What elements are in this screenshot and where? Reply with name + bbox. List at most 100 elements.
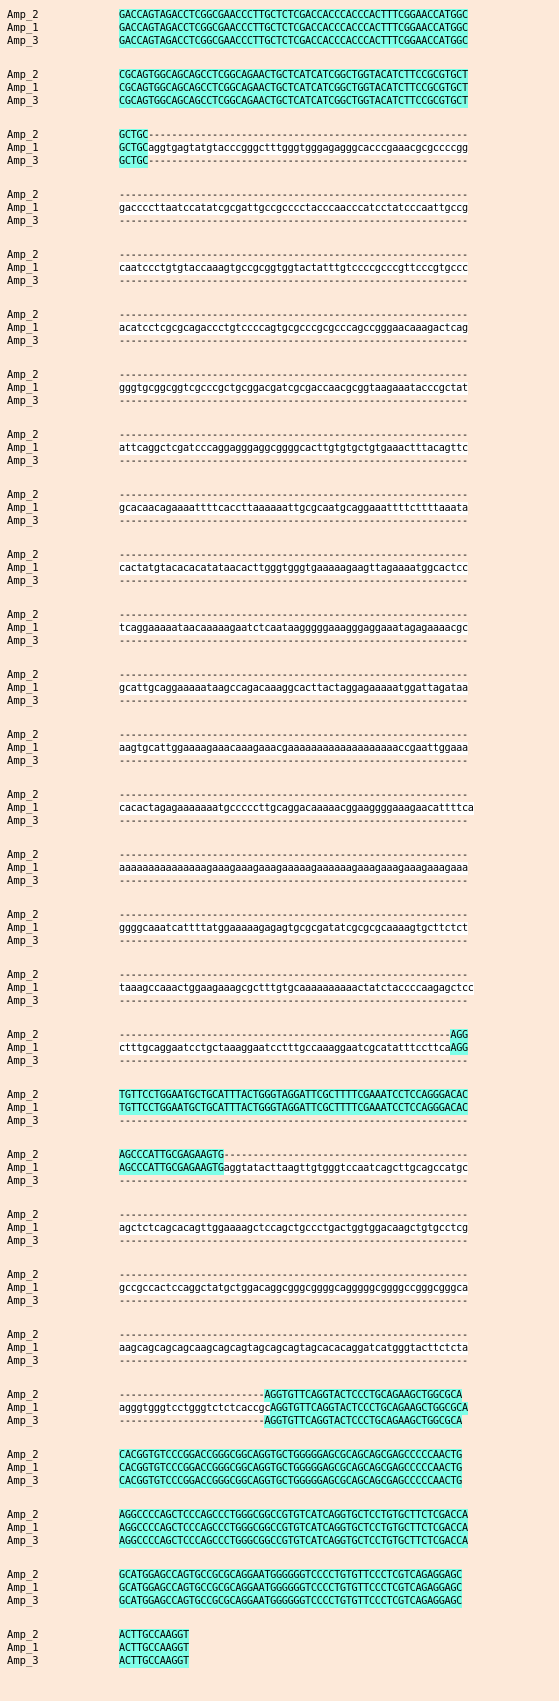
- alignment-block: Amp_2 -----------------------------------…: [0, 429, 559, 489]
- alignment-row: Amp_3 CGCAGTGGCAGCAGCCTCGGCAGAACTGCTCATCA…: [0, 95, 559, 108]
- alignment-row: Amp_3 -----------------------------------…: [0, 575, 559, 588]
- alignment-row: Amp_3 -----------------------------------…: [0, 1295, 559, 1308]
- gap-segment: ----------------------------------------…: [119, 636, 468, 647]
- sequence-name: Amp_2: [7, 1269, 39, 1281]
- sequence-line: ----------------------------------------…: [119, 335, 539, 348]
- unaligned-segment: cactatgtacacacatataacacttgggtgggtgaaaaag…: [119, 562, 468, 575]
- conserved-segment: TGTTCCTGGAATGCTGCATTTACTGGGTAGGATTCGCTTT…: [119, 1102, 468, 1115]
- gap-segment: ----------------------------------------…: [119, 336, 468, 347]
- alignment-block: Amp_2 -----------------------------------…: [0, 369, 559, 429]
- sequence-line: ----------------------------------------…: [119, 789, 539, 802]
- sequence-name: Amp_3: [7, 995, 39, 1007]
- gap-segment: ----------------------------------------…: [148, 156, 468, 167]
- sequence-line: aaaaaaaaaaaaaaagaaagaaagaaagaaaaagaaaaaa…: [119, 862, 539, 875]
- sequence-name: Amp_1: [7, 562, 39, 574]
- sequence-line: ----------------------------------------…: [119, 1355, 539, 1368]
- sequence-line: ----------------------------------------…: [119, 1235, 539, 1248]
- sequence-name: Amp_1: [7, 622, 39, 634]
- unaligned-segment: gccgccactccaggctatgctggacaggcgggcggggcag…: [119, 1282, 468, 1295]
- sequence-name: Amp_1: [7, 862, 39, 874]
- sequence-line: ----------------------------------------…: [119, 189, 539, 202]
- gap-segment: ----------------------------------------…: [119, 516, 468, 527]
- gap-segment: ----------------------------------------…: [223, 1150, 468, 1161]
- alignment-row: Amp_3 -----------------------------------…: [0, 1055, 559, 1068]
- sequence-name: Amp_3: [7, 1415, 39, 1427]
- alignment-row: Amp_1 gccgccactccaggctatgctggacaggcgggcgg…: [0, 1282, 559, 1295]
- unaligned-segment: aggtgagtatgtacccgggctttgggtgggagagggcacc…: [148, 142, 468, 155]
- alignment-row: Amp_2 CACGGTGTCCCGGACCGGGCGGCAGGTGCTGGGGG…: [0, 1449, 559, 1462]
- alignment-row: Amp_2 AGCCCATTGCGAGAAGTG -----------------…: [0, 1149, 559, 1162]
- sequence-name: Amp_2: [7, 1449, 39, 1461]
- alignment-block: Amp_2 CACGGTGTCCCGGACCGGGCGGCAGGTGCTGGGGG…: [0, 1449, 559, 1509]
- alignment-block: Amp_2 -----------------------------------…: [0, 1329, 559, 1389]
- sequence-name: Amp_1: [7, 322, 39, 334]
- sequence-line: GACCAGTAGACCTCGGCGAACCCTTGCTCTCGACCACCCA…: [119, 9, 539, 22]
- sequence-line: gccgccactccaggctatgctggacaggcgggcggggcag…: [119, 1282, 539, 1295]
- alignment-row: Amp_3 -----------------------------------…: [0, 275, 559, 288]
- sequence-name: Amp_2: [7, 1209, 39, 1221]
- sequence-name: Amp_3: [7, 155, 39, 167]
- unaligned-segment: gaccccttaatccatatcgcgattgccgcccctacccaac…: [119, 202, 468, 215]
- gap-segment: ----------------------------------------…: [119, 910, 468, 921]
- alignment-row: Amp_3 GCATGGAGCCAGTGCCGCGCAGGAATGGGGGGTCC…: [0, 1595, 559, 1608]
- gap-segment: ----------------------------------------…: [119, 576, 468, 587]
- alignment-row: Amp_1 ACTTGCCAAGGT: [0, 1642, 559, 1655]
- alignment-row: Amp_2 -----------------------------------…: [0, 1329, 559, 1342]
- unaligned-segment: ctttgcaggaatcctgctaaaggaatcctttgccaaagga…: [119, 1042, 451, 1055]
- sequence-name: Amp_3: [7, 815, 39, 827]
- conserved-segment: AGGTGTTCAGGTACTCCCTGCAGAAGCTGGCGCA: [264, 1415, 462, 1428]
- conserved-segment: AGG: [450, 1029, 468, 1042]
- sequence-name: Amp_1: [7, 802, 39, 814]
- sequence-line: attcaggctcgatcccaggagggaggcggggcacttgtgt…: [119, 442, 539, 455]
- sequence-name: Amp_3: [7, 1595, 39, 1607]
- alignment-row: Amp_3 -----------------------------------…: [0, 815, 559, 828]
- sequence-name: Amp_2: [7, 309, 39, 321]
- conserved-segment: GACCAGTAGACCTCGGCGAACCCTTGCTCTCGACCACCCA…: [119, 9, 468, 22]
- sequence-line: taaagccaaactggaagaaagcgctttgtgcaaaaaaaaa…: [119, 982, 539, 995]
- conserved-segment: GCATGGAGCCAGTGCCGCGCAGGAATGGGGGGTCCCCTGT…: [119, 1569, 462, 1582]
- sequence-line: GCTGC aggtgagtatgtacccgggctttgggtgggagagg…: [119, 142, 539, 155]
- sequence-name: Amp_3: [7, 515, 39, 527]
- unaligned-segment: gggtgcggcggtcgcccgctgcggacgatcgcgaccaacg…: [119, 382, 468, 395]
- unaligned-segment: aaaaaaaaaaaaaaagaaagaaagaaagaaaaagaaaaaa…: [119, 862, 468, 875]
- gap-segment: ----------------------------------------…: [119, 1270, 468, 1281]
- alignment-row: Amp_2 GCATGGAGCCAGTGCCGCGCAGGAATGGGGGGTCC…: [0, 1569, 559, 1582]
- conserved-segment: GACCAGTAGACCTCGGCGAACCCTTGCTCTCGACCACCCA…: [119, 22, 468, 35]
- unaligned-segment: agggtgggtcctgggtctctcaccgc: [119, 1402, 271, 1415]
- sequence-name: Amp_2: [7, 1569, 39, 1581]
- sequence-line: ----------------------------------------…: [119, 1115, 539, 1128]
- alignment-block: Amp_2 -----------------------------------…: [0, 249, 559, 309]
- sequence-line: ----------------------------------------…: [119, 669, 539, 682]
- sequence-name: Amp_3: [7, 635, 39, 647]
- alignment-block: Amp_2 -----------------------------------…: [0, 189, 559, 249]
- sequence-name: Amp_3: [7, 35, 39, 47]
- gap-segment: ----------------------------------------…: [119, 696, 468, 707]
- gap-segment: ----------------------------------------…: [119, 1356, 468, 1367]
- sequence-line: ctttgcaggaatcctgctaaaggaatcctttgccaaagga…: [119, 1042, 539, 1055]
- alignment-block: Amp_2 -----------------------------------…: [0, 909, 559, 969]
- alignment-row: Amp_3 ------------------------- AGGTGTTCAG…: [0, 1415, 559, 1428]
- alignment-block: Amp_2 -----------------------------------…: [0, 549, 559, 609]
- gap-segment: ----------------------------------------…: [119, 1330, 468, 1341]
- sequence-name: Amp_3: [7, 1115, 39, 1127]
- gap-segment: ----------------------------------------…: [119, 1116, 468, 1127]
- alignment-row: Amp_2 -----------------------------------…: [0, 189, 559, 202]
- alignment-block: Amp_2 ACTTGCCAAGGT Amp_1 ACTTGCCAAGGT Amp_3 A…: [0, 1629, 559, 1689]
- gap-segment: ----------------------------------------…: [119, 456, 468, 467]
- sequence-line: ACTTGCCAAGGT: [119, 1629, 539, 1642]
- gap-segment: ----------------------------------------…: [119, 550, 468, 561]
- sequence-name: Amp_3: [7, 1475, 39, 1487]
- sequence-line: aagtgcattggaaaagaaacaaagaaacgaaaaaaaaaaa…: [119, 742, 539, 755]
- gap-segment: ----------------------------------------…: [119, 1210, 468, 1221]
- conserved-segment: CACGGTGTCCCGGACCGGGCGGCAGGTGCTGGGGGAGCGC…: [119, 1449, 462, 1462]
- gap-segment: ----------------------------------------…: [119, 190, 468, 201]
- sequence-line: caatccctgtgtaccaaagtgccgcggtggtactatttgt…: [119, 262, 539, 275]
- sequence-line: ACTTGCCAAGGT: [119, 1642, 539, 1655]
- sequence-line: CACGGTGTCCCGGACCGGGCGGCAGGTGCTGGGGGAGCGC…: [119, 1475, 539, 1488]
- gap-segment: ----------------------------------------…: [119, 730, 468, 741]
- conserved-segment: AGGTGTTCAGGTACTCCCTGCAGAAGCTGGCGCA: [264, 1389, 462, 1402]
- alignment-row: Amp_3 CACGGTGTCCCGGACCGGGCGGCAGGTGCTGGGGG…: [0, 1475, 559, 1488]
- alignment-row: Amp_2 ACTTGCCAAGGT: [0, 1629, 559, 1642]
- alignment-row: Amp_1 TGTTCCTGGAATGCTGCATTTACTGGGTAGGATTC…: [0, 1102, 559, 1115]
